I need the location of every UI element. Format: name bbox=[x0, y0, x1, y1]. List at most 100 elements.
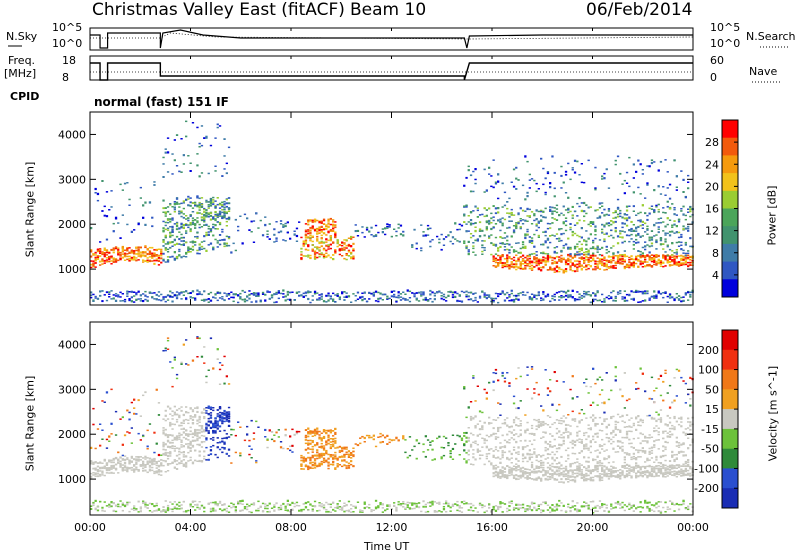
heatmap-cell bbox=[530, 237, 534, 239]
heatmap-cell bbox=[173, 139, 176, 141]
heatmap-cell bbox=[203, 290, 206, 293]
heatmap-cell bbox=[515, 223, 518, 226]
heatmap-cell bbox=[542, 259, 545, 262]
heatmap-cell bbox=[442, 435, 446, 438]
heatmap-cell bbox=[456, 240, 459, 242]
heatmap-cell bbox=[322, 241, 326, 244]
heatmap-cell bbox=[537, 294, 540, 297]
heatmap-cell bbox=[196, 221, 199, 224]
heatmap-cell bbox=[173, 239, 176, 242]
heatmap-cell bbox=[619, 230, 622, 232]
heatmap-cell bbox=[126, 290, 129, 293]
heatmap-cell bbox=[173, 294, 176, 297]
heatmap-cell bbox=[540, 266, 543, 269]
heatmap-cell bbox=[325, 294, 328, 297]
heatmap-cell bbox=[460, 439, 464, 441]
heatmap-cell bbox=[198, 212, 201, 214]
heatmap-cell bbox=[284, 428, 287, 431]
heatmap-cell bbox=[189, 296, 192, 299]
heatmap-cell bbox=[501, 237, 504, 239]
heatmap-cell bbox=[662, 296, 665, 299]
heatmap-cell bbox=[610, 297, 613, 299]
heatmap-cell bbox=[164, 211, 167, 214]
heatmap-cell bbox=[225, 172, 228, 175]
heatmap-cell bbox=[309, 504, 312, 506]
heatmap-cell bbox=[166, 337, 170, 339]
heatmap-cell bbox=[322, 461, 326, 464]
heatmap-cell bbox=[146, 257, 149, 259]
heatmap-cell bbox=[635, 262, 638, 265]
heatmap-cell bbox=[189, 443, 192, 446]
heatmap-cell bbox=[436, 437, 439, 440]
heatmap-cell bbox=[157, 469, 161, 472]
heatmap-cell bbox=[216, 409, 219, 411]
heatmap-cell bbox=[173, 159, 176, 162]
heatmap-cell bbox=[284, 505, 287, 508]
heatmap-cell bbox=[644, 256, 647, 258]
heatmap-cell bbox=[492, 186, 495, 189]
heatmap-cell bbox=[318, 297, 321, 299]
heatmap-cell bbox=[490, 253, 493, 256]
heatmap-cell bbox=[555, 219, 559, 221]
heatmap-cell bbox=[336, 294, 339, 297]
heatmap-cell bbox=[90, 294, 93, 297]
heatmap-cell bbox=[404, 293, 407, 295]
heatmap-cell bbox=[200, 205, 204, 208]
heatmap-cell bbox=[641, 220, 644, 223]
heatmap-cell bbox=[153, 292, 156, 294]
heatmap-cell bbox=[173, 223, 176, 225]
heatmap-cell bbox=[99, 473, 102, 476]
heatmap-cell bbox=[508, 251, 511, 254]
heatmap-cell bbox=[555, 233, 559, 235]
heatmap-cell bbox=[155, 462, 158, 464]
heatmap-cell bbox=[318, 453, 321, 455]
heatmap-cell bbox=[148, 460, 152, 462]
heatmap-cell bbox=[164, 419, 167, 422]
heatmap-cell bbox=[187, 419, 190, 421]
heatmap-cell bbox=[185, 411, 188, 414]
heatmap-cell bbox=[171, 225, 174, 229]
heatmap-cell bbox=[598, 216, 602, 219]
heatmap-cell bbox=[635, 234, 638, 237]
heatmap-cell bbox=[175, 463, 179, 466]
heatmap-cell bbox=[463, 291, 466, 294]
heatmap-cell bbox=[112, 249, 115, 251]
heatmap-cell bbox=[603, 172, 606, 175]
heatmap-cell bbox=[133, 407, 136, 409]
heatmap-cell bbox=[345, 467, 348, 470]
heatmap-cell bbox=[171, 229, 174, 231]
heatmap-cell bbox=[148, 457, 152, 460]
heatmap-cell bbox=[307, 468, 310, 471]
heatmap-cell bbox=[144, 290, 147, 293]
heatmap-cell bbox=[689, 293, 692, 296]
heatmap-cell bbox=[374, 300, 378, 302]
heatmap-cell bbox=[601, 202, 604, 204]
heatmap-cell bbox=[467, 249, 470, 251]
heatmap-cell bbox=[221, 446, 224, 449]
heatmap-cell bbox=[399, 293, 403, 295]
heatmap-cell bbox=[133, 256, 136, 259]
heatmap-cell bbox=[264, 294, 267, 296]
heatmap-cell bbox=[431, 239, 434, 241]
heatmap-cell bbox=[517, 242, 520, 244]
heatmap-cell bbox=[481, 240, 484, 242]
heatmap-cell bbox=[619, 254, 622, 256]
heatmap-cell bbox=[474, 292, 477, 294]
heatmap-cell bbox=[614, 295, 617, 298]
heatmap-cell bbox=[433, 292, 436, 295]
heatmap-cell bbox=[485, 510, 488, 512]
heatmap-cell bbox=[126, 248, 129, 250]
heatmap-cell bbox=[221, 451, 224, 454]
heatmap-cell bbox=[644, 231, 647, 233]
heatmap-cell bbox=[562, 232, 565, 235]
heatmap-cell bbox=[218, 215, 222, 217]
heatmap-cell bbox=[569, 253, 572, 256]
heatmap-cell bbox=[191, 222, 195, 224]
heatmap-cell bbox=[528, 236, 531, 238]
heatmap-cell bbox=[316, 240, 319, 242]
heatmap-cell bbox=[318, 455, 321, 457]
heatmap-cell bbox=[225, 436, 228, 439]
heatmap-cell bbox=[182, 501, 185, 503]
heatmap-cell bbox=[350, 511, 353, 513]
heatmap-cell bbox=[641, 204, 644, 207]
